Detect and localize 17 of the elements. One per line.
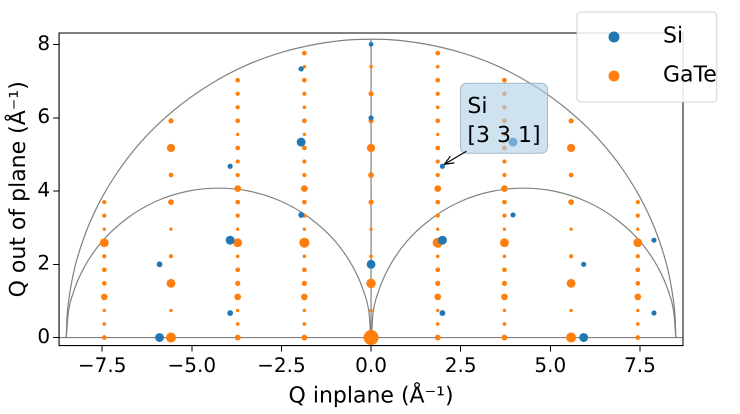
y-tick-label: 8: [37, 30, 50, 55]
x-tick-label: −7.5: [78, 352, 126, 377]
x-axis-title: Q inplane (Å⁻¹): [288, 382, 454, 409]
legend-label: GaTe: [663, 62, 717, 88]
x-tick-label: −5.0: [168, 352, 216, 377]
y-tick-label: 4: [37, 177, 50, 202]
y-axis-title: Q out of plane (Å⁻¹): [4, 81, 31, 298]
x-tick-label: 2.5: [444, 352, 477, 377]
x-tick-label: −2.5: [257, 352, 306, 377]
x-tick-label: 0.0: [355, 352, 387, 377]
x-tick-label: 5.0: [534, 352, 566, 377]
legend-label: Si: [663, 24, 684, 49]
y-tick-label: 0: [37, 324, 50, 348]
y-tick-label: 2: [37, 250, 50, 275]
x-tick-label: 7.5: [624, 352, 656, 377]
y-tick-label: 6: [37, 104, 50, 128]
annotation: Si [3 3 1]: [467, 94, 541, 148]
